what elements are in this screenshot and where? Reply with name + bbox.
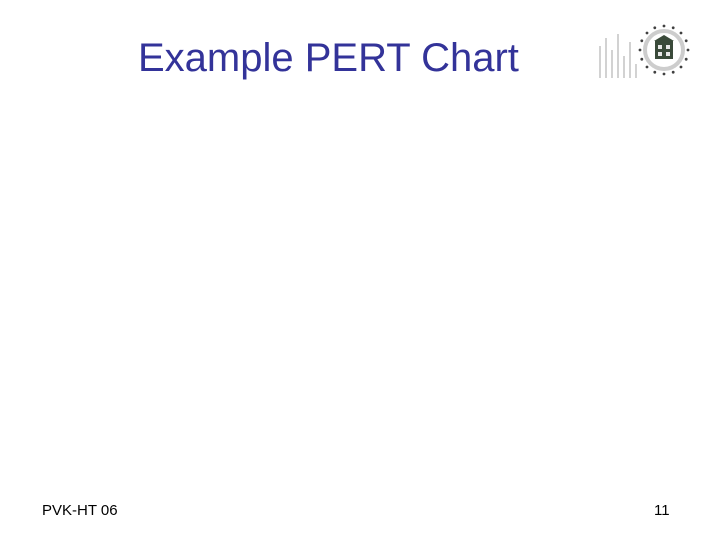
slide-number: 11 [654, 502, 670, 519]
logo-svg [594, 16, 694, 96]
slide-title: Example PERT Chart [138, 36, 519, 81]
slide: Example PERT Chart [0, 0, 720, 540]
university-logo [594, 16, 694, 96]
footer-left-text: PVK-HT 06 [42, 502, 118, 519]
